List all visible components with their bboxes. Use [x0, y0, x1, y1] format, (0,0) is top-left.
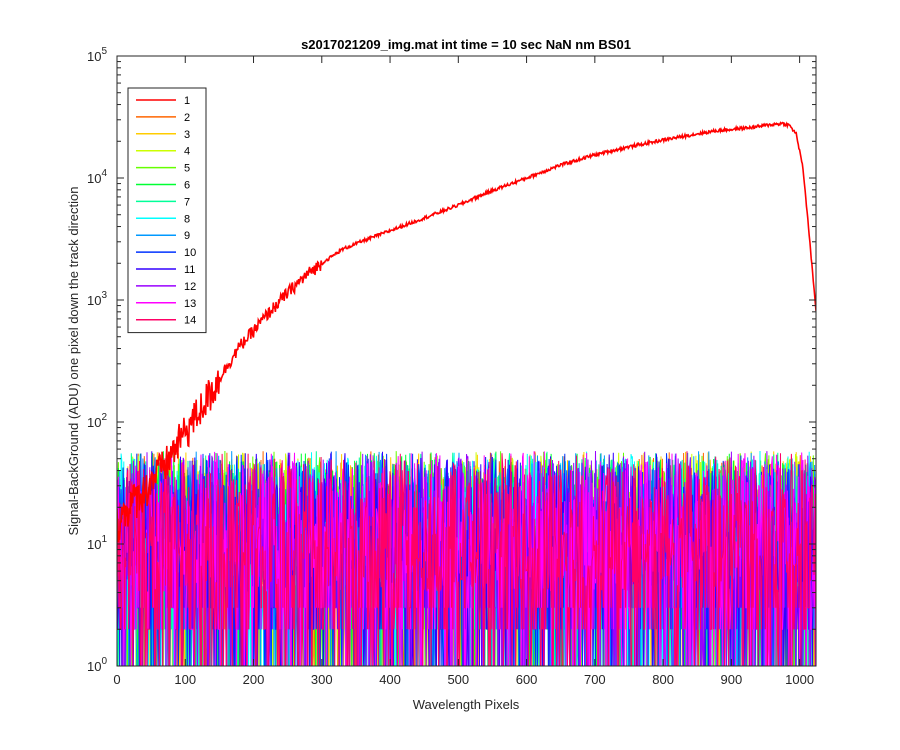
- x-tick-label: 800: [652, 672, 674, 687]
- x-tick-label: 0: [113, 672, 120, 687]
- legend-label-14: 14: [184, 315, 196, 327]
- series-line-1: [117, 121, 816, 543]
- legend-label-3: 3: [184, 129, 190, 141]
- x-tick-label: 100: [174, 672, 196, 687]
- y-tick-label: 100: [87, 656, 107, 674]
- x-axis-label: Wavelength Pixels: [413, 697, 520, 712]
- y-tick-label: 103: [87, 290, 107, 308]
- legend-label-13: 13: [184, 298, 196, 310]
- series-line-13: [117, 451, 816, 666]
- y-tick-label: 102: [87, 412, 107, 430]
- legend-label-7: 7: [184, 196, 190, 208]
- legend-box: [127, 87, 207, 334]
- legend-label-11: 11: [184, 264, 195, 276]
- x-tick-label: 200: [243, 672, 265, 687]
- x-tick-label: 500: [447, 672, 469, 687]
- legend-label-1: 1: [184, 95, 190, 107]
- x-tick-label: 600: [516, 672, 538, 687]
- plot-frame: [116, 55, 817, 667]
- legend-label-2: 2: [184, 112, 190, 124]
- legend-label-10: 10: [184, 247, 196, 259]
- x-tick-label: 1000: [785, 672, 814, 687]
- ticks-layer: 0 100 200 300 400 500 600 700 800 900 100010010110…: [87, 46, 816, 687]
- y-tick-label: 104: [87, 168, 107, 186]
- series-line-14: [117, 451, 816, 666]
- legend-label-6: 6: [184, 180, 190, 192]
- legend-label-4: 4: [184, 146, 190, 158]
- x-tick-label: 900: [721, 672, 743, 687]
- legend-label-9: 9: [184, 230, 190, 242]
- chart-title: s2017021209_img.mat int time = 10 sec Na…: [301, 37, 631, 52]
- x-tick-label: 700: [584, 672, 606, 687]
- x-tick-label: 300: [311, 672, 333, 687]
- legend-label-8: 8: [184, 213, 190, 225]
- legend-label-12: 12: [184, 281, 196, 293]
- x-tick-label: 400: [379, 672, 401, 687]
- y-tick-label: 101: [87, 534, 107, 552]
- y-axis-label: Signal-BackGround (ADU) one pixel down t…: [66, 186, 81, 535]
- series-layer: [117, 121, 816, 666]
- y-tick-label: 105: [87, 46, 107, 64]
- legend-label-5: 5: [184, 163, 190, 175]
